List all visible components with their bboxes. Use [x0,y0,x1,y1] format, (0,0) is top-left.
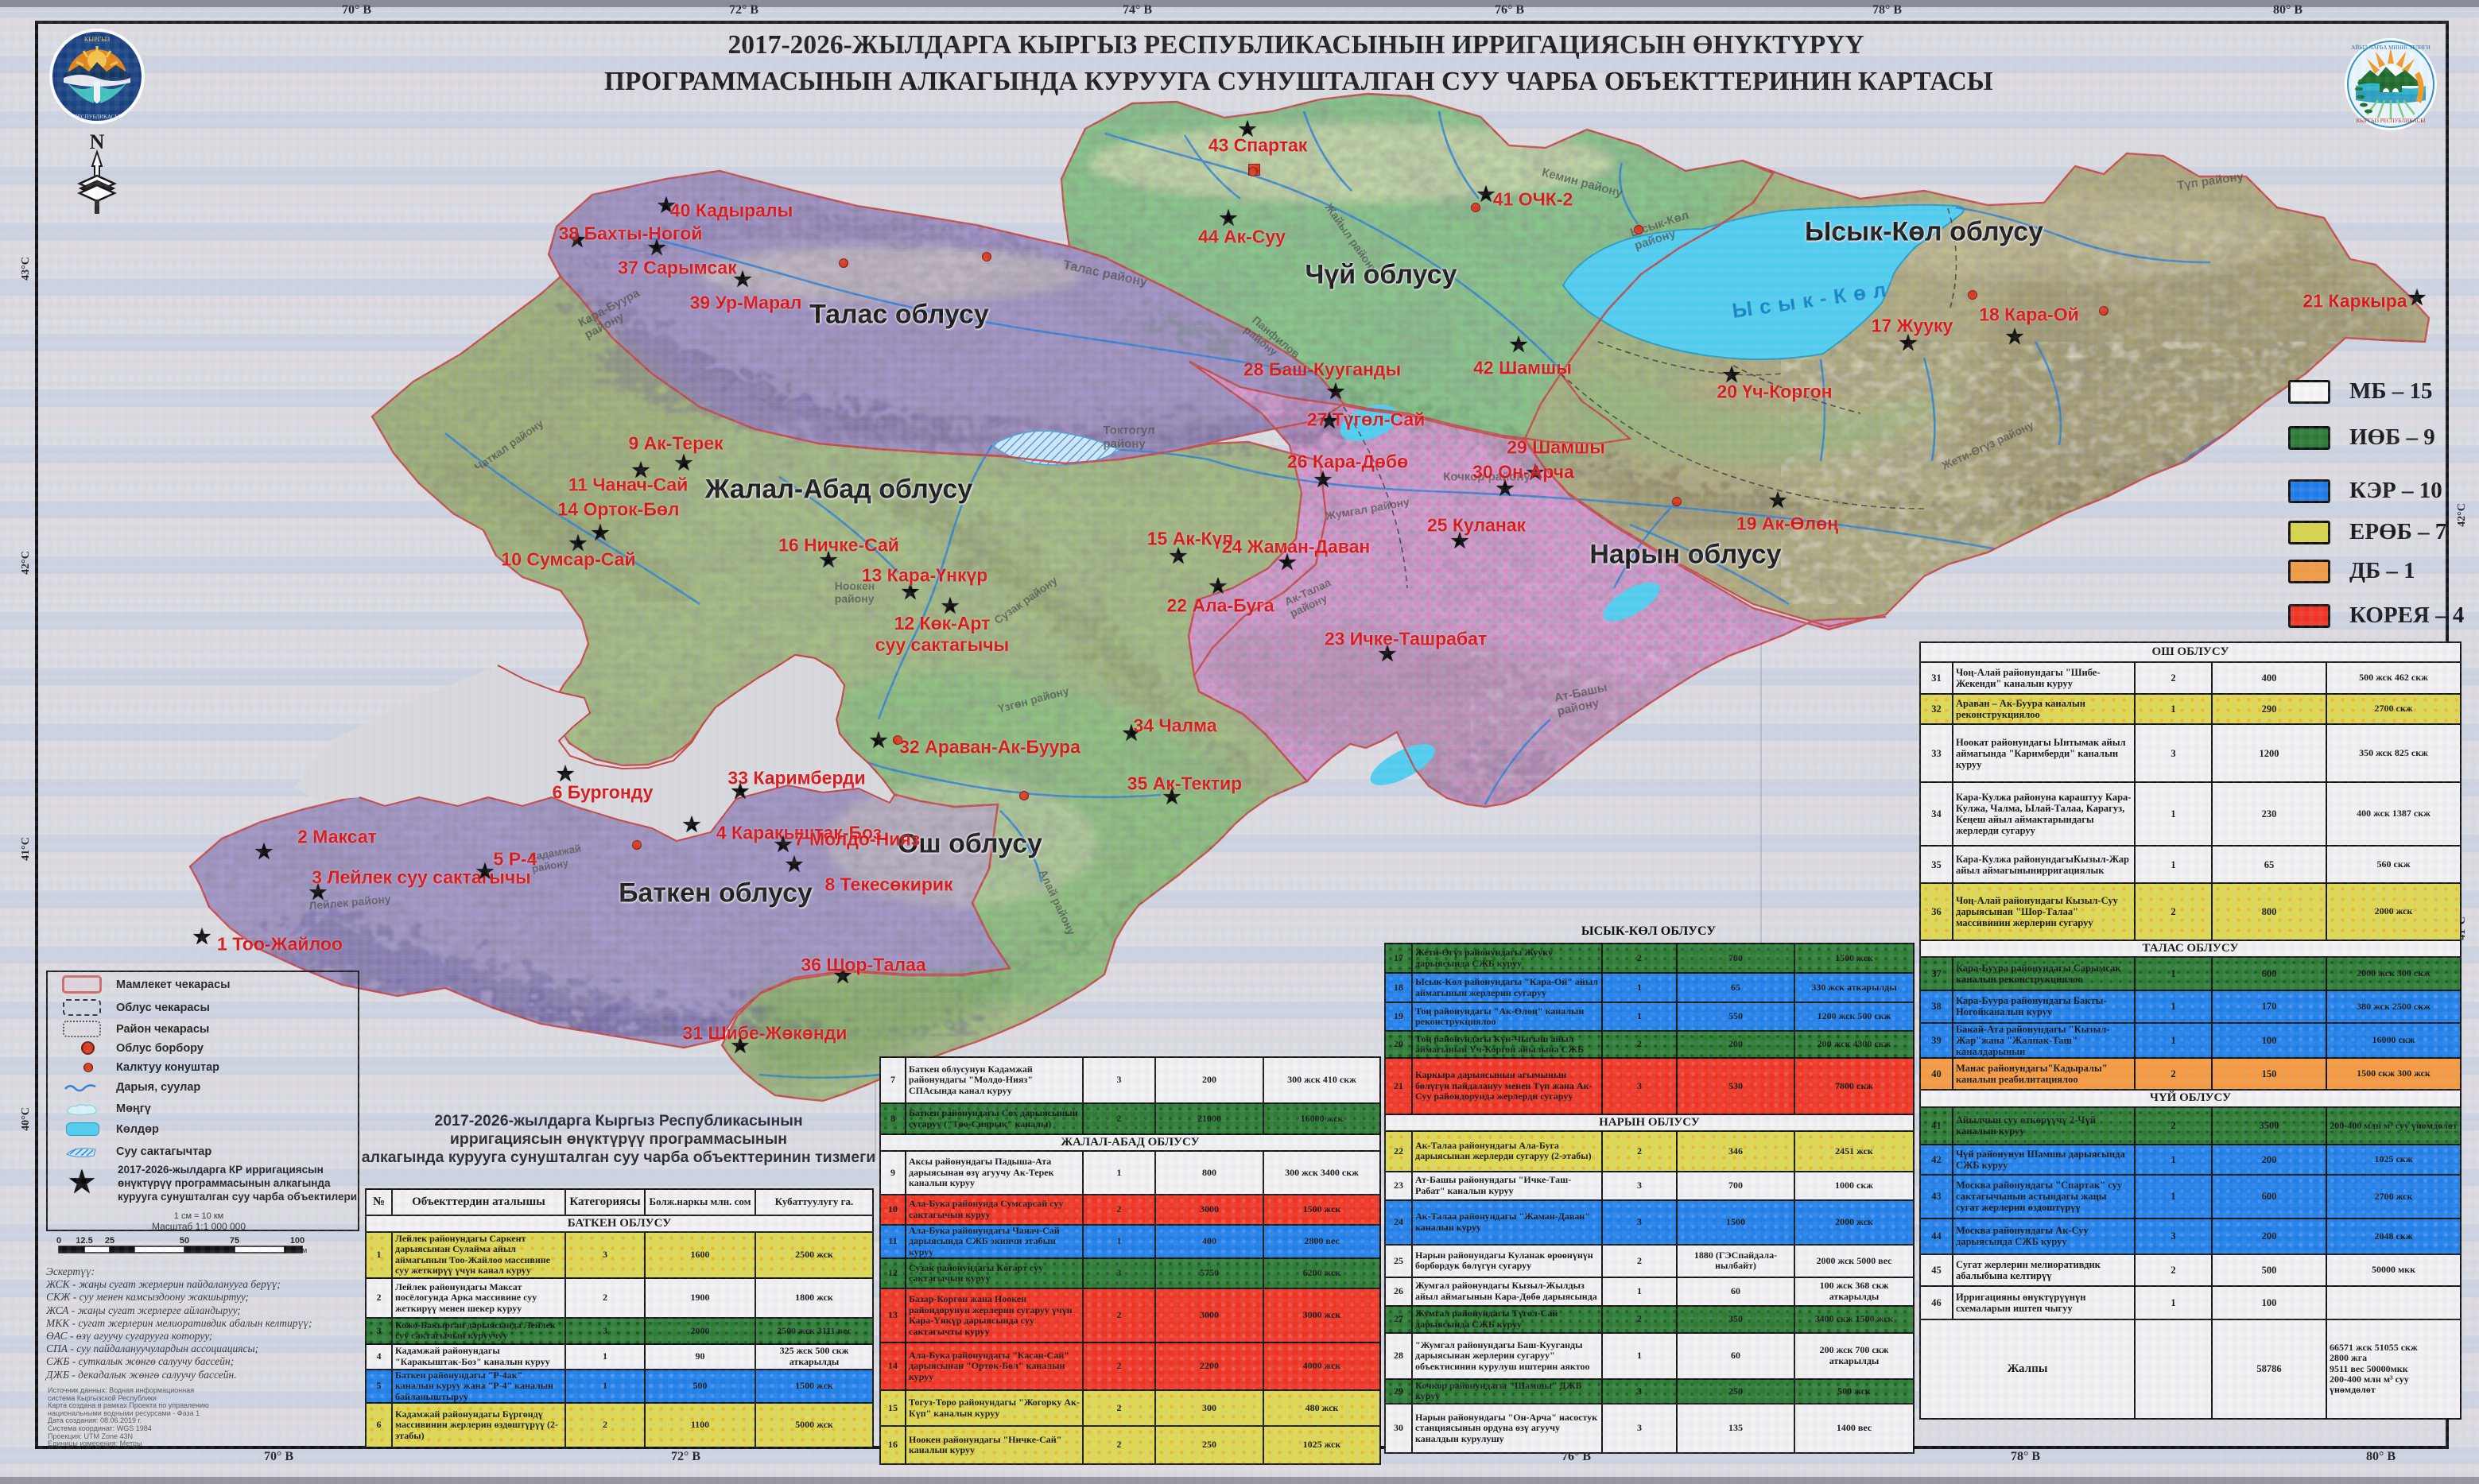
svg-text:25: 25 [105,1236,114,1246]
svg-text:100: 100 [290,1236,305,1246]
svg-text:50: 50 [180,1236,189,1246]
svg-text:КЫРГЫЗ: КЫРГЫЗ [84,36,110,43]
svg-text:км: км [299,1246,307,1254]
svg-text:12.5: 12.5 [76,1236,92,1246]
svg-text:АЙЫЛ ЧАРБА МИНИСТРЛИГИ: АЙЫЛ ЧАРБА МИНИСТРЛИГИ [2351,45,2431,51]
svg-text:0: 0 [56,1236,61,1246]
svg-text:КЫРГЫЗ РЕСПУБЛИКАСЫ: КЫРГЫЗ РЕСПУБЛИКАСЫ [2357,118,2426,124]
svg-text:75: 75 [230,1236,239,1246]
svg-text:N: N [90,131,105,153]
svg-text:РЕСПУБЛИКАСЫ: РЕСПУБЛИКАСЫ [75,114,120,120]
